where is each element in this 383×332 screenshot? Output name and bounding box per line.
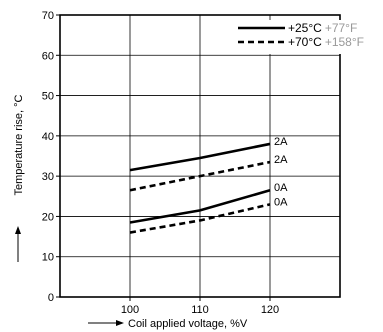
- legend-label: +70°C +158°F: [288, 35, 364, 49]
- x-tick-label: 100: [121, 304, 139, 316]
- series-end-label: 2A: [274, 154, 288, 166]
- axis-ticks: 0 10 20 30 40 50 60 70 100 110 120: [42, 10, 279, 316]
- x-axis-arrow-head: [116, 320, 124, 326]
- legend-label: +25°C +77°F: [288, 21, 357, 35]
- y-tick-label: 50: [42, 91, 54, 103]
- y-tick-label: 20: [42, 211, 54, 223]
- series-line-3: [129, 203, 271, 234]
- x-axis-title: Coil applied voltage, %V: [128, 318, 248, 330]
- y-tick-label: 40: [42, 131, 54, 143]
- series-end-label: 0A: [274, 196, 288, 208]
- grid: [60, 15, 340, 297]
- series-lines: [129, 142, 271, 234]
- series-line-0: [129, 142, 271, 172]
- y-tick-label: 60: [42, 50, 54, 62]
- y-tick-label: 70: [42, 10, 54, 22]
- y-tick-label: 10: [42, 252, 54, 264]
- y-axis-title-group: Temperature rise, °C: [13, 94, 25, 262]
- legend: +25°C +77°F+70°C +158°F: [236, 20, 364, 54]
- legend-label-primary: +70°C: [288, 35, 322, 49]
- x-axis-title-group: Coil applied voltage, %V: [88, 318, 248, 330]
- legend-label-primary: +25°C: [288, 21, 322, 35]
- y-tick-label: 30: [42, 171, 54, 183]
- y-axis-arrow-head: [15, 226, 21, 234]
- legend-label-secondary: +77°F: [325, 21, 357, 35]
- x-tick-label: 110: [191, 304, 209, 316]
- legend-label-secondary: +158°F: [325, 35, 364, 49]
- y-axis-title: Temperature rise, °C: [13, 94, 25, 195]
- legend-background: [236, 20, 341, 54]
- series-end-label: 2A: [274, 136, 288, 148]
- series-line-2: [129, 188, 271, 224]
- x-tick-label: 120: [261, 304, 279, 316]
- series-line-1: [129, 160, 271, 192]
- y-tick-label: 0: [48, 292, 54, 304]
- series-end-label: 0A: [274, 182, 288, 194]
- series-end-labels: 2A 2A 0A 0A: [274, 136, 288, 208]
